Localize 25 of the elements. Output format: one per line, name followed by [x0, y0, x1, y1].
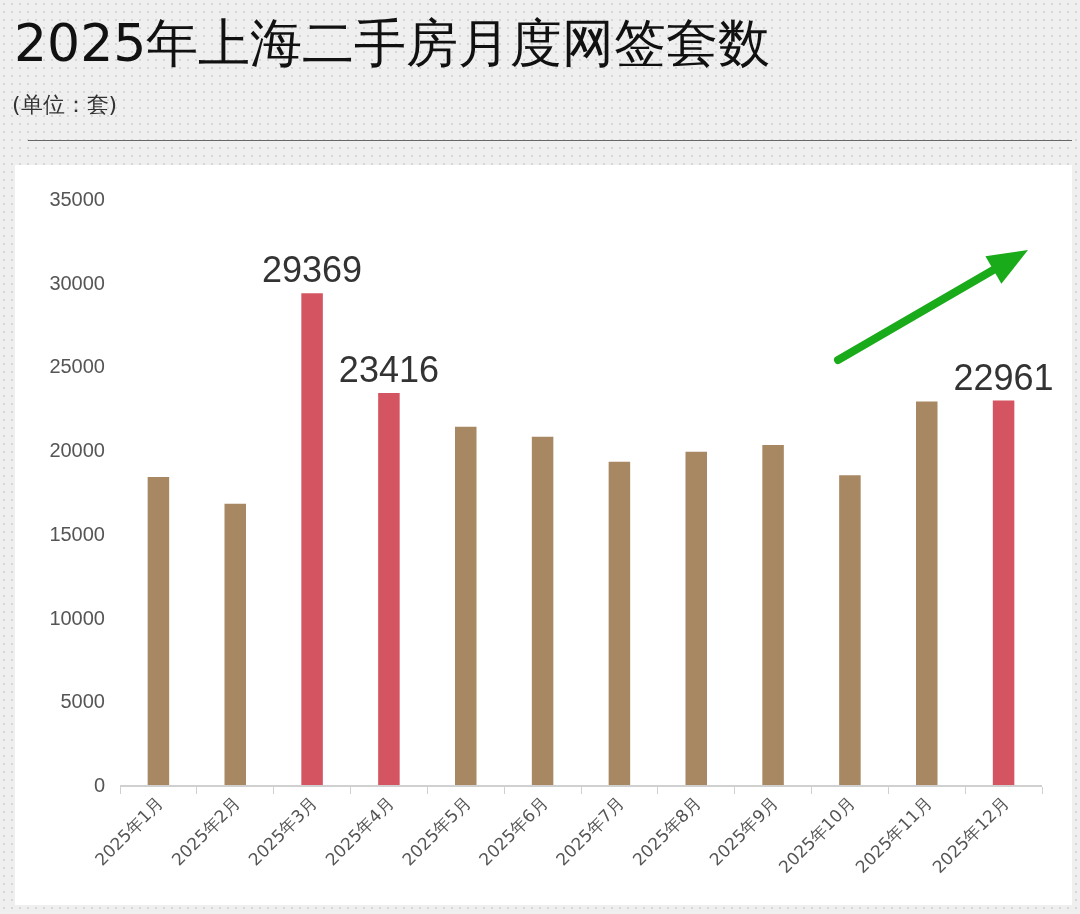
bar	[915, 401, 938, 785]
bar	[608, 461, 631, 785]
bar	[301, 293, 323, 785]
data-label: 22961	[953, 356, 1054, 398]
bar	[147, 476, 170, 785]
bar	[224, 503, 247, 785]
data-label: 23416	[338, 348, 439, 390]
y-tick-label: 10000	[49, 606, 105, 629]
y-tick-label: 35000	[49, 188, 105, 210]
chart-subtitle: (单位：套)	[12, 91, 118, 119]
y-tick-label: 15000	[49, 522, 105, 545]
bar	[839, 475, 861, 785]
bar	[531, 436, 554, 785]
y-tick-label: 5000	[60, 690, 105, 713]
bar	[992, 400, 1015, 785]
y-tick-label: 25000	[49, 355, 105, 378]
chart-title: 2025年上海二手房月度网签套数	[14, 13, 771, 74]
bar	[454, 426, 477, 785]
y-tick-label: 20000	[49, 439, 105, 462]
bar	[685, 451, 708, 785]
bar	[762, 445, 784, 785]
y-tick-label: 0	[93, 774, 105, 796]
y-tick-label: 30000	[49, 271, 105, 294]
bar	[378, 392, 400, 785]
data-label: 29369	[262, 249, 363, 291]
